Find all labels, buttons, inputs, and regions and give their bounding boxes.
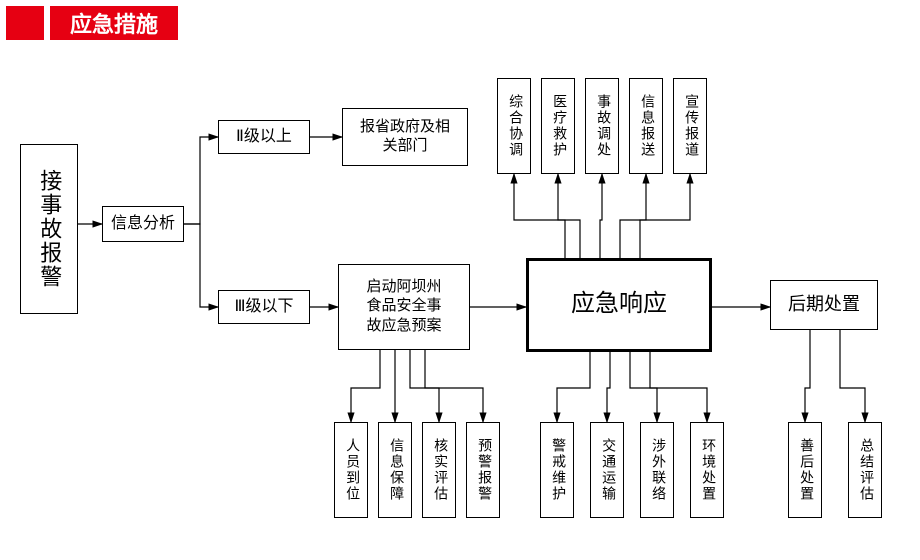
node-response: 应急响应 (526, 258, 712, 352)
node-p1: 人员到位 (334, 422, 368, 518)
node-lvl2: Ⅱ级以上 (218, 120, 310, 154)
node-label: 应急响应 (571, 289, 667, 320)
node-r3: 涉外联络 (640, 422, 674, 518)
node-label: 接事故报警 (35, 169, 64, 289)
node-startplan: 启动阿坝州 食品安全事 故应急预案 (338, 264, 470, 350)
node-label: 环境处置 (698, 438, 716, 502)
node-post: 后期处置 (770, 280, 878, 330)
edge (607, 352, 610, 422)
node-label: 涉外联络 (648, 438, 666, 502)
node-alarm: 接事故报警 (20, 144, 78, 314)
title-redblock (6, 6, 44, 40)
edge (351, 350, 380, 422)
node-label: 总结评估 (856, 438, 874, 502)
node-r1: 警戒维护 (540, 422, 574, 518)
node-label: Ⅲ级以下 (234, 297, 293, 318)
node-a1: 善后处置 (788, 422, 822, 518)
edge (184, 137, 218, 224)
edge (630, 352, 657, 422)
node-p4: 预警报警 (466, 422, 500, 518)
node-label: 信息保障 (386, 438, 404, 502)
node-t5: 宣传报道 (673, 78, 707, 174)
node-t3: 事故调处 (585, 78, 619, 174)
node-label: 信息分析 (111, 214, 175, 235)
node-t2: 医疗救护 (541, 78, 575, 174)
node-a2: 总结评估 (848, 422, 882, 518)
node-label: 善后处置 (796, 438, 814, 502)
edge (640, 174, 690, 258)
edge (805, 330, 810, 422)
edge (650, 352, 707, 422)
title-label: 应急措施 (50, 6, 178, 40)
node-label: 报省政府及相 关部门 (360, 118, 450, 157)
edge (514, 174, 565, 258)
edge (557, 352, 590, 422)
flowchart-canvas: 应急措施 接事故报警 信息分析 Ⅱ级以上 Ⅲ级以下 报省政府及相 关部门 启动阿… (0, 0, 920, 560)
node-p2: 信息保障 (378, 422, 412, 518)
node-t1: 综合协调 (497, 78, 531, 174)
node-label: Ⅱ级以上 (236, 127, 292, 148)
node-label: 宣传报道 (681, 94, 699, 158)
node-label: 医疗救护 (549, 94, 567, 158)
node-lvl3: Ⅲ级以下 (218, 290, 310, 324)
node-label: 预警报警 (474, 438, 492, 502)
node-label: 事故调处 (593, 94, 611, 158)
edge (558, 174, 580, 258)
edge (425, 350, 483, 422)
node-label: 人员到位 (342, 438, 360, 502)
node-label: 综合协调 (505, 94, 523, 158)
edge (600, 174, 602, 258)
node-label: 信息报送 (637, 94, 655, 158)
node-reportprov: 报省政府及相 关部门 (342, 108, 468, 166)
node-label: 警戒维护 (548, 438, 566, 502)
edge (620, 174, 646, 258)
node-label: 后期处置 (788, 293, 860, 316)
edge (184, 224, 218, 307)
node-p3: 核实评估 (422, 422, 456, 518)
node-t4: 信息报送 (629, 78, 663, 174)
node-analysis: 信息分析 (102, 206, 184, 242)
node-r4: 环境处置 (690, 422, 724, 518)
node-r2: 交通运输 (590, 422, 624, 518)
node-label: 核实评估 (430, 438, 448, 502)
node-label: 交通运输 (598, 438, 616, 502)
edge (410, 350, 439, 422)
node-label: 启动阿坝州 食品安全事 故应急预案 (366, 278, 441, 337)
edge (840, 330, 865, 422)
